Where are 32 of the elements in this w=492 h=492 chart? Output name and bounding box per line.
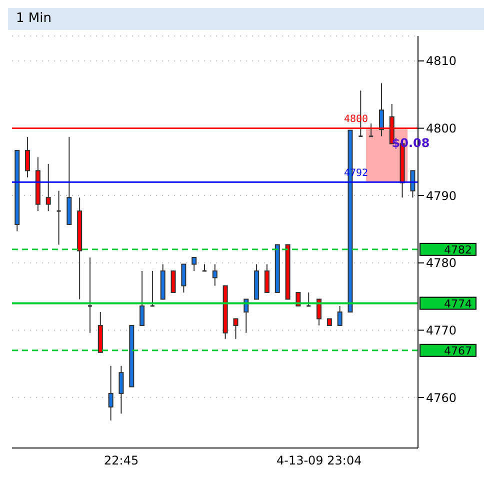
candlestick <box>337 305 342 326</box>
candlestick <box>181 264 186 293</box>
y-tick-label: 4760 <box>426 390 457 405</box>
candlestick <box>25 136 30 178</box>
x-tick-label: 22:45 <box>104 454 139 468</box>
y-tick-label: 4770 <box>426 323 457 338</box>
y-tick-label: 4790 <box>426 188 457 203</box>
y-tick-label: 4780 <box>426 256 457 270</box>
candlestick <box>46 163 51 212</box>
candlestick <box>150 270 156 307</box>
candlestick <box>316 298 322 326</box>
candlestick <box>87 256 93 334</box>
candlestick <box>233 318 238 340</box>
chart-title: 1 Min <box>8 8 484 30</box>
ref-line-label: 4774 <box>444 297 472 310</box>
candlestick <box>368 123 374 138</box>
y-tick-label: 4800 <box>426 121 457 136</box>
candlestick <box>118 365 124 414</box>
candlestick <box>378 82 384 137</box>
x-tick-label: 4-13-09 23:04 <box>276 454 362 468</box>
candlestick <box>192 256 197 272</box>
candlestick <box>170 270 176 293</box>
candlestick <box>56 190 62 246</box>
candlestick <box>212 264 218 286</box>
y-tick-label: 4810 <box>426 54 457 68</box>
candlestick <box>264 264 270 293</box>
ref-line-label: 4782 <box>444 243 472 256</box>
ref-line-label: 4767 <box>444 344 472 358</box>
candlestick <box>140 270 145 326</box>
candlestick <box>108 365 114 421</box>
candlestick <box>306 292 312 307</box>
candlestick <box>410 170 416 198</box>
